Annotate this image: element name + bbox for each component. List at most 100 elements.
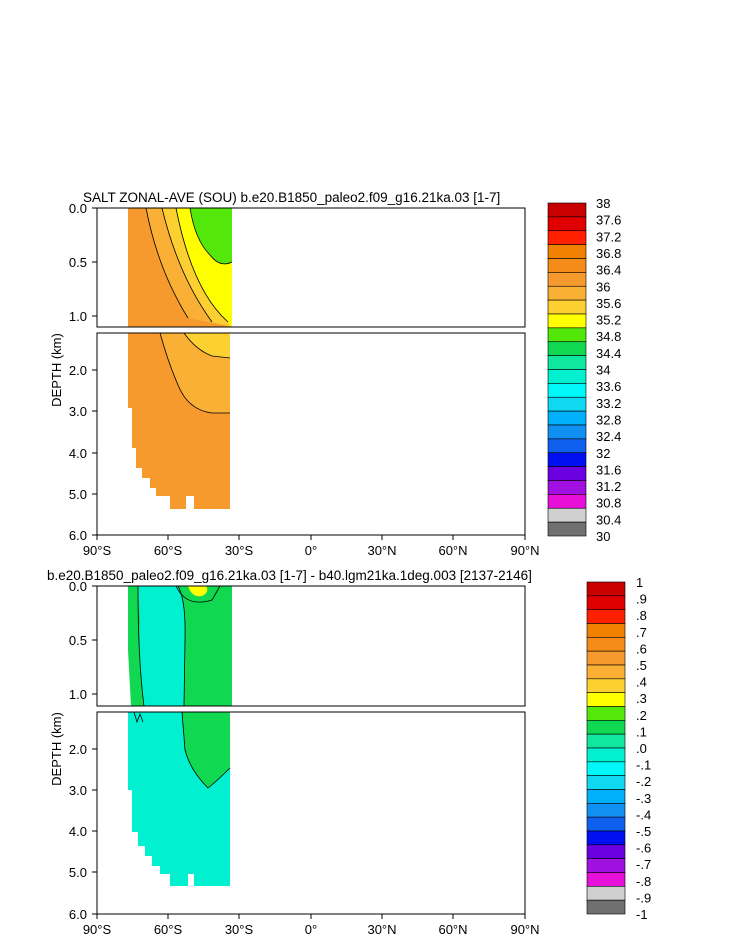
bottom-colorbar-label: .9: [636, 592, 647, 607]
top-colorbar-box: [547, 369, 587, 384]
top-colorbar-label: 32.4: [596, 429, 621, 444]
top-colorbar-box: [547, 521, 587, 537]
bottom-colorbar-box: [586, 886, 626, 901]
bottom-colorbar-box: [586, 816, 626, 832]
bottom-ylabel: DEPTH (km): [49, 712, 64, 786]
top-ytick: 5.0: [69, 487, 87, 502]
bottom-upper-section: [96, 585, 526, 707]
top-colorbar-box: [547, 452, 587, 467]
bottom-colorbar-label: 1: [636, 575, 643, 590]
bottom-colorbar-label: .6: [636, 641, 647, 656]
bottom-colorbar-box: [586, 595, 626, 610]
top-colorbar-box: [547, 507, 587, 523]
top-colorbar-label: 37.6: [596, 213, 621, 228]
top-ytick: 6.0: [69, 528, 87, 543]
top-xtick: 0°: [305, 543, 317, 558]
top-upper-frame: [96, 207, 526, 328]
top-colorbar-label: 32: [596, 446, 610, 461]
top-colorbar-label: 31.6: [596, 462, 621, 477]
bottom-ytick: 1.0: [69, 687, 87, 702]
top-upper-section: [96, 207, 526, 328]
bottom-ytick: 0.5: [69, 633, 87, 648]
bottom-colorbar-label: -1: [636, 907, 648, 922]
top-colorbar-box: [547, 424, 587, 440]
bottom-ytick: 5.0: [69, 865, 87, 880]
bottom-colorbar-box: [586, 637, 626, 652]
top-colorbar-box: [547, 299, 587, 315]
top-ytick: 2.0: [69, 363, 87, 378]
bottom-colorbar-box: [586, 899, 626, 915]
top-colorbar-label: 30: [596, 529, 610, 544]
top-ytick: 4.0: [69, 446, 87, 461]
top-lower-section: [96, 332, 526, 536]
top-region-green: [190, 208, 232, 264]
top-colorbar-box: [547, 410, 587, 426]
bottom-colorbar-box: [586, 581, 626, 597]
top-colorbar-label: 31.2: [596, 479, 621, 494]
top-colorbar-label: 30.4: [596, 512, 621, 527]
bottom-upper-frame: [96, 585, 526, 707]
bottom-xtick: 30°S: [225, 922, 254, 937]
bottom-ytick: 2.0: [69, 742, 87, 757]
top-colorbar-box: [547, 313, 587, 329]
bottom-colorbar-box: [586, 692, 626, 707]
top-ytick: 0.0: [69, 201, 87, 216]
top-panel: SALT ZONAL-AVE (SOU) b.e20.B1850_paleo2.…: [49, 190, 540, 558]
top-xtick: 90°S: [83, 543, 112, 558]
bottom-colorbar-label: -.3: [636, 791, 651, 806]
top-colorbar-box: [547, 480, 587, 495]
top-colorbar-label: 34.4: [596, 346, 621, 361]
top-ylabel: DEPTH (km): [49, 333, 64, 407]
bottom-colorbar-box: [586, 664, 626, 680]
bottom-colorbar-label: -.9: [636, 890, 651, 905]
top-xtick: 30°S: [225, 543, 254, 558]
bottom-colorbar-box: [586, 844, 626, 859]
top-colorbar-box: [547, 244, 587, 259]
top-ytick: 0.5: [69, 255, 87, 270]
top-colorbar-box: [547, 494, 587, 509]
top-colorbar-box: [547, 383, 587, 398]
bottom-colorbar-label: .3: [636, 691, 647, 706]
bottom-colorbar-label: .5: [636, 658, 647, 673]
top-colorbar-label: 34.8: [596, 329, 621, 344]
bottom-region-deep-green: [182, 712, 230, 788]
bottom-colorbar-box: [586, 706, 626, 721]
top-colorbar-box: [547, 285, 587, 301]
bottom-colorbar-box: [586, 789, 626, 804]
bottom-xtick: 60°N: [438, 922, 467, 937]
bottom-colorbar-label: .4: [636, 675, 647, 690]
bottom-colorbar-box: [586, 609, 626, 624]
bottom-ytick: 4.0: [69, 824, 87, 839]
bottom-xtick: 60°S: [154, 922, 183, 937]
top-colorbar-box: [547, 272, 587, 287]
top-colorbar-label: 30.8: [596, 496, 621, 511]
top-colorbar-label: 36: [596, 279, 610, 294]
top-xtick: 60°N: [438, 543, 467, 558]
bottom-region-cyan: [138, 586, 186, 706]
bottom-colorbar-box: [586, 747, 626, 763]
bottom-xtick: 90°S: [83, 922, 112, 937]
top-colorbar-box: [547, 202, 587, 218]
bottom-colorbar-label: -.7: [636, 857, 651, 872]
bottom-colorbar-label: .7: [636, 625, 647, 640]
top-xtick: 60°S: [154, 543, 183, 558]
top-region-deep-yellow: [184, 333, 230, 358]
bottom-colorbar-label: -.6: [636, 841, 651, 856]
top-colorbar-box: [547, 355, 587, 370]
bottom-colorbar-label: -.2: [636, 774, 651, 789]
top-colorbar-label: 33.2: [596, 396, 621, 411]
bottom-ytick: 3.0: [69, 783, 87, 798]
bottom-title: b.e20.B1850_paleo2.f09_g16.21ka.03 [1-7]…: [47, 568, 532, 583]
top-colorbar-label: 37.2: [596, 229, 621, 244]
bottom-colorbar: 1.9.8.7.6.5.4.3.2.1.0-.1-.2-.3-.4-.5-.6-…: [586, 575, 651, 922]
top-colorbar-box: [547, 466, 587, 481]
top-colorbar-box: [547, 230, 587, 245]
bottom-colorbar-box: [586, 720, 626, 735]
bottom-colorbar-box: [586, 733, 626, 749]
bottom-ytick: 6.0: [69, 907, 87, 922]
bottom-colorbar-box: [586, 858, 626, 873]
top-title: SALT ZONAL-AVE (SOU) b.e20.B1850_paleo2.…: [83, 190, 500, 205]
bottom-colorbar-box: [586, 830, 626, 846]
bottom-colorbar-box: [586, 761, 626, 776]
